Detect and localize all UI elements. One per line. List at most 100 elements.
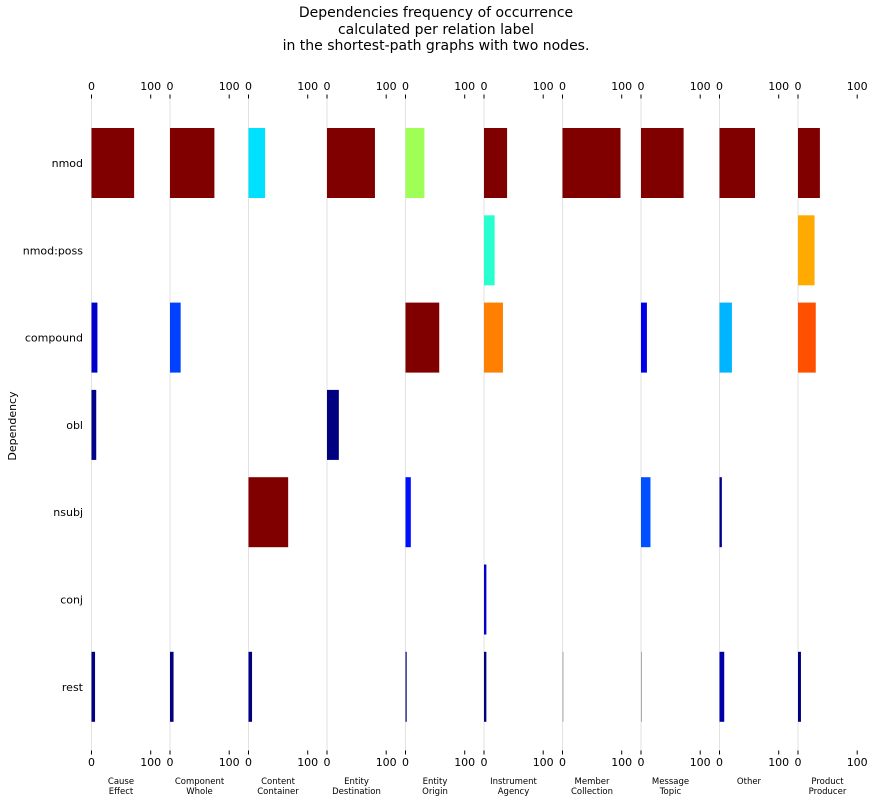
bar-cause-effect-nmod xyxy=(91,128,135,198)
bar-other-nmod xyxy=(719,128,756,198)
y-tick-label-rest: rest xyxy=(62,681,84,694)
x-tick-label-top: 100 xyxy=(611,80,632,93)
panel-label-member-collection: Member xyxy=(575,777,610,787)
x-tick-label-bottom: 0 xyxy=(324,756,331,769)
bar-other-compound xyxy=(719,302,732,373)
x-tick-label-bottom: 0 xyxy=(638,756,645,769)
bar-member-collection-nmod xyxy=(562,128,621,198)
x-tick-label-top: 0 xyxy=(481,80,488,93)
bar-component-whole-nmod xyxy=(170,128,215,198)
bar-cause-effect-obl xyxy=(91,389,97,460)
x-tick-label-bottom: 100 xyxy=(297,756,318,769)
y-tick-label-conj: conj xyxy=(60,594,83,607)
x-tick-label-top: 100 xyxy=(690,80,711,93)
y-tick-label-compound: compound xyxy=(25,332,83,345)
y-tick-label-nsubj: nsubj xyxy=(53,506,83,519)
bar-instrument-agency-conj xyxy=(484,564,487,635)
bar-message-topic-compound xyxy=(641,302,647,373)
chart-title-line-1: Dependencies frequency of occurrence xyxy=(298,5,574,21)
chart-title-line-3: in the shortest-path graphs with two nod… xyxy=(282,38,590,54)
panel-label-content-container: Content xyxy=(261,777,295,787)
x-tick-label-bottom: 0 xyxy=(245,756,252,769)
panel-label-entity-destination: Entity xyxy=(344,777,369,787)
x-tick-label-top: 0 xyxy=(716,80,723,93)
y-tick-label-nmod: nmod xyxy=(52,157,83,170)
x-tick-label-bottom: 0 xyxy=(88,756,95,769)
x-tick-label-top: 100 xyxy=(847,80,868,93)
panel-label-entity-origin: Origin xyxy=(422,787,448,797)
x-tick-label-bottom: 0 xyxy=(167,756,174,769)
chart-title: Dependencies frequency of occurrence cal… xyxy=(0,5,872,55)
panel-label-message-topic: Topic xyxy=(659,787,682,797)
bar-product-producer-compound xyxy=(798,302,816,373)
panel-label-component-whole: Whole xyxy=(186,787,213,797)
x-tick-label-bottom: 100 xyxy=(140,756,161,769)
panel-label-instrument-agency: Instrument xyxy=(490,777,537,787)
panel-label-entity-origin: Entity xyxy=(423,777,448,787)
x-tick-label-bottom: 0 xyxy=(481,756,488,769)
x-tick-label-bottom: 100 xyxy=(454,756,475,769)
x-tick-label-top: 100 xyxy=(533,80,554,93)
bar-instrument-agency-nmod xyxy=(484,128,508,198)
panel-label-product-producer: Producer xyxy=(809,787,847,797)
x-tick-label-bottom: 100 xyxy=(611,756,632,769)
x-tick-label-bottom: 100 xyxy=(376,756,397,769)
x-tick-label-bottom: 100 xyxy=(768,756,789,769)
bar-entity-destination-nmod xyxy=(327,128,375,198)
x-tick-label-top: 100 xyxy=(768,80,789,93)
bar-product-producer-rest xyxy=(798,651,801,722)
bar-member-collection-rest xyxy=(562,651,564,722)
panel-label-cause-effect: Effect xyxy=(109,787,134,797)
bar-message-topic-nsubj xyxy=(641,477,651,548)
bar-entity-origin-compound xyxy=(405,302,440,373)
bar-component-whole-rest xyxy=(170,651,174,722)
panel-label-content-container: Container xyxy=(257,787,299,797)
x-tick-label-top: 100 xyxy=(219,80,240,93)
bar-content-container-rest xyxy=(248,651,253,722)
x-tick-label-top: 0 xyxy=(167,80,174,93)
x-tick-label-bottom: 0 xyxy=(716,756,723,769)
bar-cause-effect-compound xyxy=(91,302,98,373)
x-tick-label-top: 100 xyxy=(297,80,318,93)
x-tick-label-bottom: 0 xyxy=(795,756,802,769)
panel-label-cause-effect: Cause xyxy=(108,777,134,787)
x-tick-label-top: 0 xyxy=(402,80,409,93)
bar-instrument-agency-rest xyxy=(484,651,487,722)
x-tick-label-top: 0 xyxy=(638,80,645,93)
x-tick-label-top: 100 xyxy=(454,80,475,93)
bar-content-container-nmod xyxy=(248,128,266,198)
x-tick-label-top: 100 xyxy=(140,80,161,93)
bar-other-nsubj xyxy=(719,477,722,548)
x-tick-label-top: 0 xyxy=(88,80,95,93)
panel-label-other: Other xyxy=(737,777,762,787)
bar-content-container-nsubj xyxy=(248,477,289,548)
x-tick-label-top: 0 xyxy=(559,80,566,93)
bar-entity-origin-nmod xyxy=(405,128,425,198)
bar-product-producer-nmod-poss xyxy=(798,215,815,286)
bar-cause-effect-rest xyxy=(91,651,96,722)
panel-label-entity-destination: Destination xyxy=(332,787,381,797)
bar-entity-origin-rest xyxy=(405,651,407,722)
x-tick-label-top: 0 xyxy=(245,80,252,93)
chart-title-line-2: calculated per relation label xyxy=(337,21,534,38)
x-tick-label-bottom: 100 xyxy=(219,756,240,769)
x-tick-label-bottom: 0 xyxy=(402,756,409,769)
panel-label-product-producer: Product xyxy=(811,777,844,787)
panel-label-member-collection: Collection xyxy=(571,787,613,797)
x-tick-label-top: 0 xyxy=(795,80,802,93)
bar-other-rest xyxy=(719,651,725,722)
y-axis-label: Dependency xyxy=(6,391,19,461)
x-tick-label-top: 0 xyxy=(324,80,331,93)
bar-instrument-agency-compound xyxy=(484,302,503,373)
x-tick-label-bottom: 100 xyxy=(533,756,554,769)
y-tick-label-nmod-poss: nmod:poss xyxy=(23,244,84,257)
x-tick-label-bottom: 100 xyxy=(847,756,868,769)
x-tick-label-bottom: 100 xyxy=(690,756,711,769)
x-tick-label-top: 100 xyxy=(376,80,397,93)
panel-label-instrument-agency: Agency xyxy=(498,787,530,797)
panel-label-component-whole: Component xyxy=(175,777,225,787)
bar-instrument-agency-nmod-poss xyxy=(484,215,495,286)
bar-message-topic-nmod xyxy=(641,128,684,198)
bar-component-whole-compound xyxy=(170,302,181,373)
x-tick-label-bottom: 0 xyxy=(559,756,566,769)
